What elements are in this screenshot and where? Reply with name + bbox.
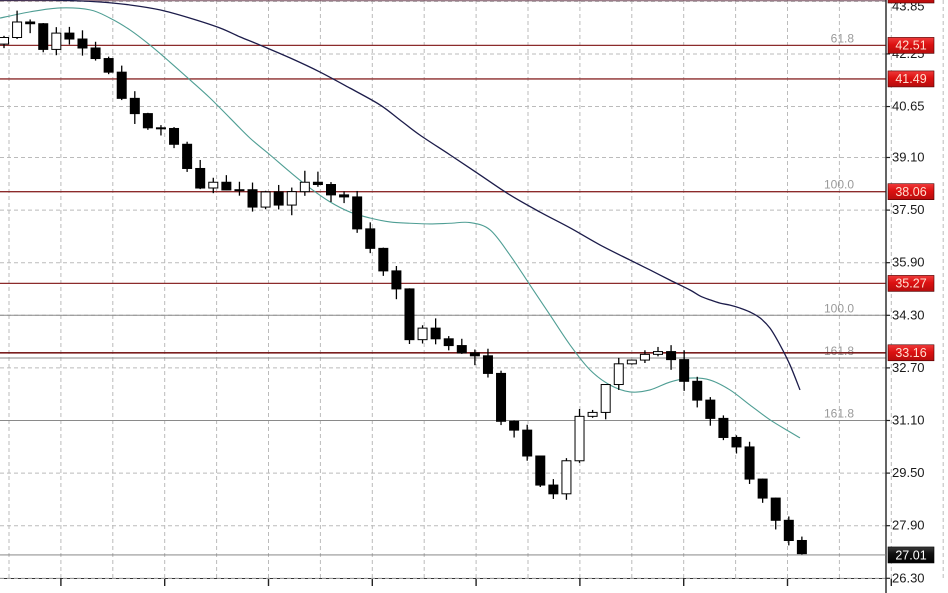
svg-text:35.27: 35.27 bbox=[895, 277, 926, 291]
svg-text:32.70: 32.70 bbox=[892, 360, 925, 375]
svg-text:100.0: 100.0 bbox=[824, 178, 854, 192]
svg-text:37.50: 37.50 bbox=[892, 202, 925, 217]
svg-text:161.8: 161.8 bbox=[824, 407, 854, 421]
svg-text:40.65: 40.65 bbox=[892, 99, 925, 114]
svg-text:43.85: 43.85 bbox=[895, 0, 926, 2]
svg-text:39.10: 39.10 bbox=[892, 150, 925, 165]
svg-text:42.51: 42.51 bbox=[895, 39, 926, 53]
svg-text:41.49: 41.49 bbox=[895, 72, 926, 86]
svg-text:XXXX,Daily O:42.85 H:43.52 L:4: XXXX,Daily O:42.85 H:43.52 L:42.36 C:42.… bbox=[3, 0, 255, 1]
svg-text:35.90: 35.90 bbox=[892, 255, 925, 270]
svg-text:27.90: 27.90 bbox=[892, 518, 925, 533]
svg-text:31.10: 31.10 bbox=[892, 413, 925, 428]
svg-text:29.50: 29.50 bbox=[892, 465, 925, 480]
svg-text:38.06: 38.06 bbox=[895, 185, 926, 199]
svg-text:27.01: 27.01 bbox=[895, 548, 926, 562]
svg-text:34.30: 34.30 bbox=[892, 307, 925, 322]
svg-text:161.8: 161.8 bbox=[824, 344, 854, 358]
svg-text:26.30: 26.30 bbox=[892, 570, 925, 585]
svg-text:61.8: 61.8 bbox=[831, 31, 855, 45]
svg-text:33.16: 33.16 bbox=[895, 346, 926, 360]
svg-text:100.0: 100.0 bbox=[824, 301, 854, 315]
